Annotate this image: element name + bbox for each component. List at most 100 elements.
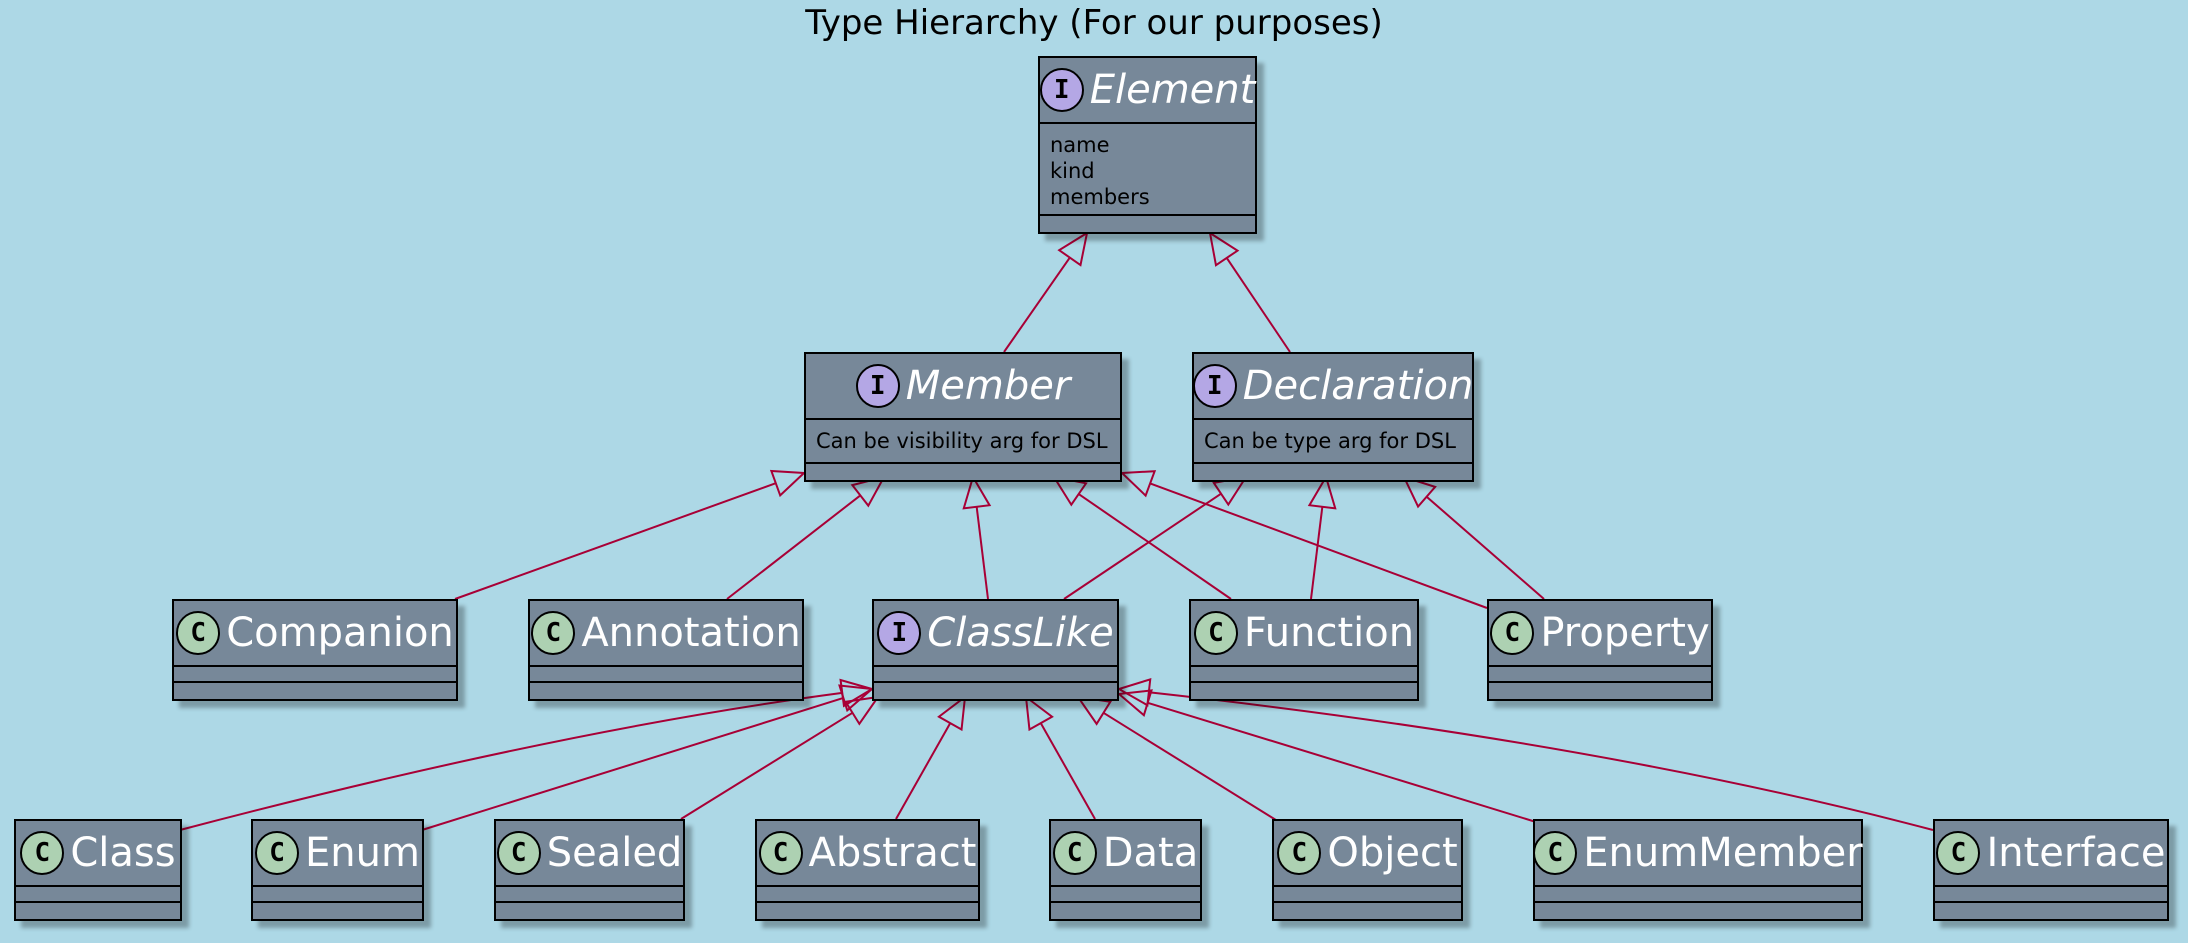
uml-node-interface[interactable]: C Interface — [1933, 819, 2169, 921]
edge-line — [454, 482, 777, 600]
edge-sealed-to-classlike — [680, 695, 881, 820]
uml-node-header: C EnumMember — [1533, 821, 1863, 887]
uml-node-name: Object — [1327, 830, 1458, 876]
class-badge-icon: C — [531, 611, 576, 655]
inheritance-arrowhead-icon — [1057, 230, 1089, 267]
edge-enum-to-classlike — [421, 684, 875, 831]
uml-node-name: Member — [905, 363, 1071, 409]
uml-node-methods-empty — [806, 464, 1120, 480]
inheritance-arrowhead-icon — [962, 474, 992, 510]
uml-node-declaration[interactable]: I Declaration Can be type arg for DSL — [1192, 352, 1474, 482]
class-badge-icon: C — [1277, 831, 1322, 875]
inheritance-arrowhead-icon — [1075, 695, 1112, 726]
uml-node-name: Declaration — [1242, 363, 1474, 409]
uml-node-fields-empty — [1489, 667, 1711, 683]
uml-node-methods-empty — [1040, 216, 1255, 232]
uml-node-methods-empty — [874, 683, 1117, 699]
edge-function-to-member — [1051, 475, 1232, 600]
uml-node-name: Data — [1102, 830, 1199, 876]
uml-node-data[interactable]: C Data — [1049, 819, 1202, 921]
uml-field: Can be visibility arg for DSL — [816, 429, 1108, 453]
uml-node-methods-empty — [253, 903, 422, 919]
edge-member-to-element — [1003, 230, 1089, 353]
edge-line — [1003, 257, 1071, 353]
edge-annotation-to-member — [726, 475, 886, 600]
edge-line — [1063, 492, 1222, 600]
class-badge-icon: C — [1533, 831, 1578, 875]
edge-line — [1149, 482, 1488, 609]
inheritance-arrowhead-icon — [1119, 470, 1157, 498]
uml-node-name: Annotation — [581, 610, 801, 656]
uml-node-header: C Companion — [174, 601, 456, 667]
uml-node-header: C Object — [1274, 821, 1461, 887]
inheritance-arrowhead-icon — [1116, 689, 1153, 717]
uml-node-methods-empty — [1191, 683, 1417, 699]
edge-line — [1147, 701, 1537, 823]
uml-node-name: ClassLike — [927, 610, 1114, 656]
inheritance-arrowhead-icon — [1116, 677, 1152, 707]
uml-node-element[interactable]: I Element name kind members — [1038, 56, 1257, 234]
edge-line — [1148, 691, 1934, 831]
uml-node-enum[interactable]: C Enum — [251, 819, 424, 921]
inheritance-arrowhead-icon — [843, 695, 881, 726]
uml-node-classlike[interactable]: I ClassLike — [872, 599, 1119, 701]
uml-node-header: I Declaration — [1192, 354, 1474, 420]
edge-line — [1225, 257, 1291, 353]
uml-node-companion[interactable]: C Companion — [172, 599, 458, 701]
edge-property-to-declaration — [1402, 475, 1545, 600]
uml-node-methods-empty — [1935, 903, 2167, 919]
edge-object-to-classlike — [1075, 695, 1285, 826]
uml-node-object[interactable]: C Object — [1272, 819, 1463, 921]
uml-node-abstract[interactable]: C Abstract — [755, 819, 980, 921]
class-badge-icon: C — [1052, 831, 1097, 875]
uml-node-annotation[interactable]: C Annotation — [528, 599, 804, 701]
edge-line — [1039, 722, 1096, 820]
uml-node-header: C Abstract — [757, 821, 978, 887]
interface-badge-icon: I — [855, 364, 900, 408]
uml-node-methods-empty — [530, 683, 802, 699]
uml-node-methods-empty — [1489, 683, 1711, 699]
uml-node-name: Enum — [305, 830, 420, 876]
uml-field: members — [1050, 185, 1150, 209]
uml-node-header: C Data — [1051, 821, 1200, 887]
uml-node-name: Class — [70, 830, 176, 876]
edge-line — [680, 711, 854, 820]
uml-node-enummember[interactable]: C EnumMember — [1533, 819, 1863, 921]
uml-field: kind — [1050, 159, 1095, 183]
edge-class-to-classlike — [179, 678, 875, 831]
edge-classlike-to-declaration — [1063, 475, 1249, 600]
uml-node-name: Interface — [1986, 830, 2166, 876]
uml-node-class[interactable]: C Class — [14, 819, 182, 921]
uml-node-methods-empty — [1051, 903, 1200, 919]
uml-node-header: C Enum — [253, 821, 422, 887]
uml-node-header: I Element — [1039, 58, 1256, 124]
class-badge-icon: C — [1936, 831, 1981, 875]
edge-declaration-to-element — [1208, 230, 1291, 353]
uml-node-fields-empty — [253, 887, 422, 903]
uml-node-header: C Class — [16, 821, 180, 887]
uml-node-property[interactable]: C Property — [1487, 599, 1713, 701]
uml-node-header: I Member — [806, 354, 1120, 420]
class-badge-icon: C — [255, 831, 300, 875]
edge-data-to-classlike — [1024, 694, 1096, 820]
edge-line — [1102, 711, 1285, 826]
edge-line — [1078, 493, 1232, 600]
uml-node-fields-empty — [1535, 887, 1861, 903]
edge-abstract-to-classlike — [895, 694, 967, 820]
uml-node-methods-empty — [174, 683, 456, 699]
uml-node-fields-empty — [1051, 887, 1200, 903]
class-badge-icon: C — [496, 831, 541, 875]
uml-node-function[interactable]: C Function — [1189, 599, 1419, 701]
uml-node-name: Element — [1089, 67, 1256, 113]
inheritance-arrowhead-icon — [1307, 474, 1337, 510]
uml-node-fields: Can be type arg for DSL — [1194, 420, 1472, 464]
uml-node-methods-empty — [496, 903, 683, 919]
edge-interface-to-classlike — [1116, 677, 1934, 831]
uml-node-sealed[interactable]: C Sealed — [494, 819, 685, 921]
inheritance-arrowhead-icon — [1024, 694, 1054, 732]
uml-node-methods-empty — [1194, 464, 1472, 480]
uml-node-member[interactable]: I Member Can be visibility arg for DSL — [804, 352, 1122, 482]
uml-node-name: Property — [1540, 610, 1710, 656]
uml-node-header: C Property — [1489, 601, 1711, 667]
